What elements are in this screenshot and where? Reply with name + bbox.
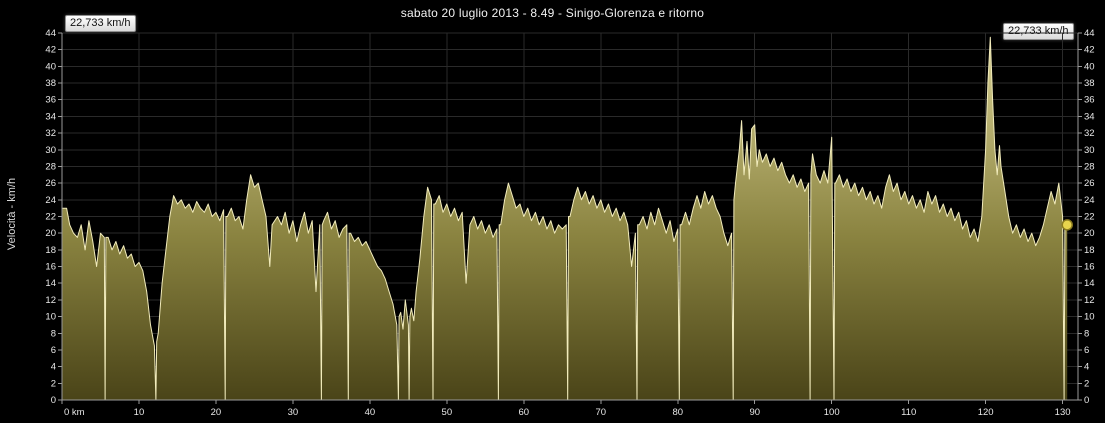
x-tick-label: 20 bbox=[211, 407, 222, 418]
y-tick-label: 0 bbox=[1084, 395, 1089, 406]
y-tick-label: 16 bbox=[45, 262, 56, 273]
y-tick-label: 8 bbox=[1084, 328, 1089, 339]
chart-title: sabato 20 luglio 2013 - 8.49 - Sinigo-Gl… bbox=[400, 6, 705, 20]
y-tick-label: 26 bbox=[1084, 178, 1095, 189]
speed-value-badge-left: 22,733 km/h bbox=[65, 15, 136, 32]
y-tick-label: 18 bbox=[45, 245, 56, 256]
y-tick-label: 28 bbox=[1084, 161, 1095, 172]
y-tick-label: 14 bbox=[1084, 278, 1095, 289]
x-tick-label: 10 bbox=[134, 407, 145, 418]
x-tick-label: 60 bbox=[519, 407, 530, 418]
y-tick-label: 38 bbox=[45, 78, 56, 89]
y-tick-label: 0 bbox=[51, 395, 56, 406]
y-tick-label: 24 bbox=[1084, 195, 1095, 206]
y-tick-label: 6 bbox=[1084, 345, 1089, 356]
y-tick-label: 34 bbox=[1084, 111, 1095, 122]
y-tick-label: 4 bbox=[51, 362, 56, 373]
y-tick-label: 32 bbox=[45, 128, 56, 139]
y-tick-label: 16 bbox=[1084, 262, 1095, 273]
y-tick-label: 28 bbox=[45, 161, 56, 172]
y-tick-label: 38 bbox=[1084, 78, 1095, 89]
x-tick-label: 0 km bbox=[64, 407, 85, 418]
x-tick-label: 50 bbox=[442, 407, 453, 418]
y-tick-label: 32 bbox=[1084, 128, 1095, 139]
speed-line bbox=[62, 36, 1068, 401]
y-tick-label: 44 bbox=[45, 28, 56, 39]
y-tick-label: 44 bbox=[1084, 28, 1095, 39]
y-tick-label: 18 bbox=[1084, 245, 1095, 256]
y-tick-label: 42 bbox=[1084, 45, 1095, 56]
speed-area[interactable] bbox=[62, 37, 1068, 400]
y-tick-label: 14 bbox=[45, 278, 56, 289]
y-tick-label: 20 bbox=[1084, 228, 1095, 239]
y-tick-label: 40 bbox=[1084, 61, 1095, 72]
y-tick-label: 24 bbox=[45, 195, 56, 206]
x-tick-label: 90 bbox=[749, 407, 760, 418]
y-tick-label: 2 bbox=[1084, 378, 1089, 389]
y-tick-label: 12 bbox=[1084, 295, 1095, 306]
y-tick-label: 30 bbox=[1084, 145, 1095, 156]
x-tick-label: 100 bbox=[824, 407, 840, 418]
y-tick-label: 30 bbox=[45, 145, 56, 156]
y-tick-label: 36 bbox=[1084, 95, 1095, 106]
y-tick-label: 4 bbox=[1084, 362, 1089, 373]
y-tick-label: 6 bbox=[51, 345, 56, 356]
y-tick-label: 2 bbox=[51, 378, 56, 389]
y-tick-label: 22 bbox=[45, 212, 56, 223]
x-tick-label: 40 bbox=[365, 407, 376, 418]
y-tick-label: 42 bbox=[45, 45, 56, 56]
x-tick-label: 110 bbox=[901, 407, 916, 418]
y-tick-label: 22 bbox=[1084, 212, 1095, 223]
x-tick-label: 70 bbox=[595, 407, 606, 418]
y-tick-label: 40 bbox=[45, 61, 56, 72]
y-tick-label: 10 bbox=[1084, 312, 1095, 323]
y-tick-label: 34 bbox=[45, 111, 56, 122]
y-tick-label: 10 bbox=[45, 312, 56, 323]
y-tick-label: 36 bbox=[45, 95, 56, 106]
y-tick-label: 20 bbox=[45, 228, 56, 239]
axes bbox=[58, 32, 1082, 404]
x-tick-label: 80 bbox=[672, 407, 683, 418]
y-tick-label: 8 bbox=[51, 328, 56, 339]
track-end-marker[interactable] bbox=[1061, 219, 1073, 231]
x-tick-label: 120 bbox=[978, 407, 994, 418]
x-tick-label: 130 bbox=[1055, 407, 1071, 418]
speed-value-badge-right: 22,733 km/h bbox=[1003, 23, 1074, 40]
x-tick-label: 30 bbox=[288, 407, 299, 418]
y-tick-label: 26 bbox=[45, 178, 56, 189]
y-tick-label: 12 bbox=[45, 295, 56, 306]
